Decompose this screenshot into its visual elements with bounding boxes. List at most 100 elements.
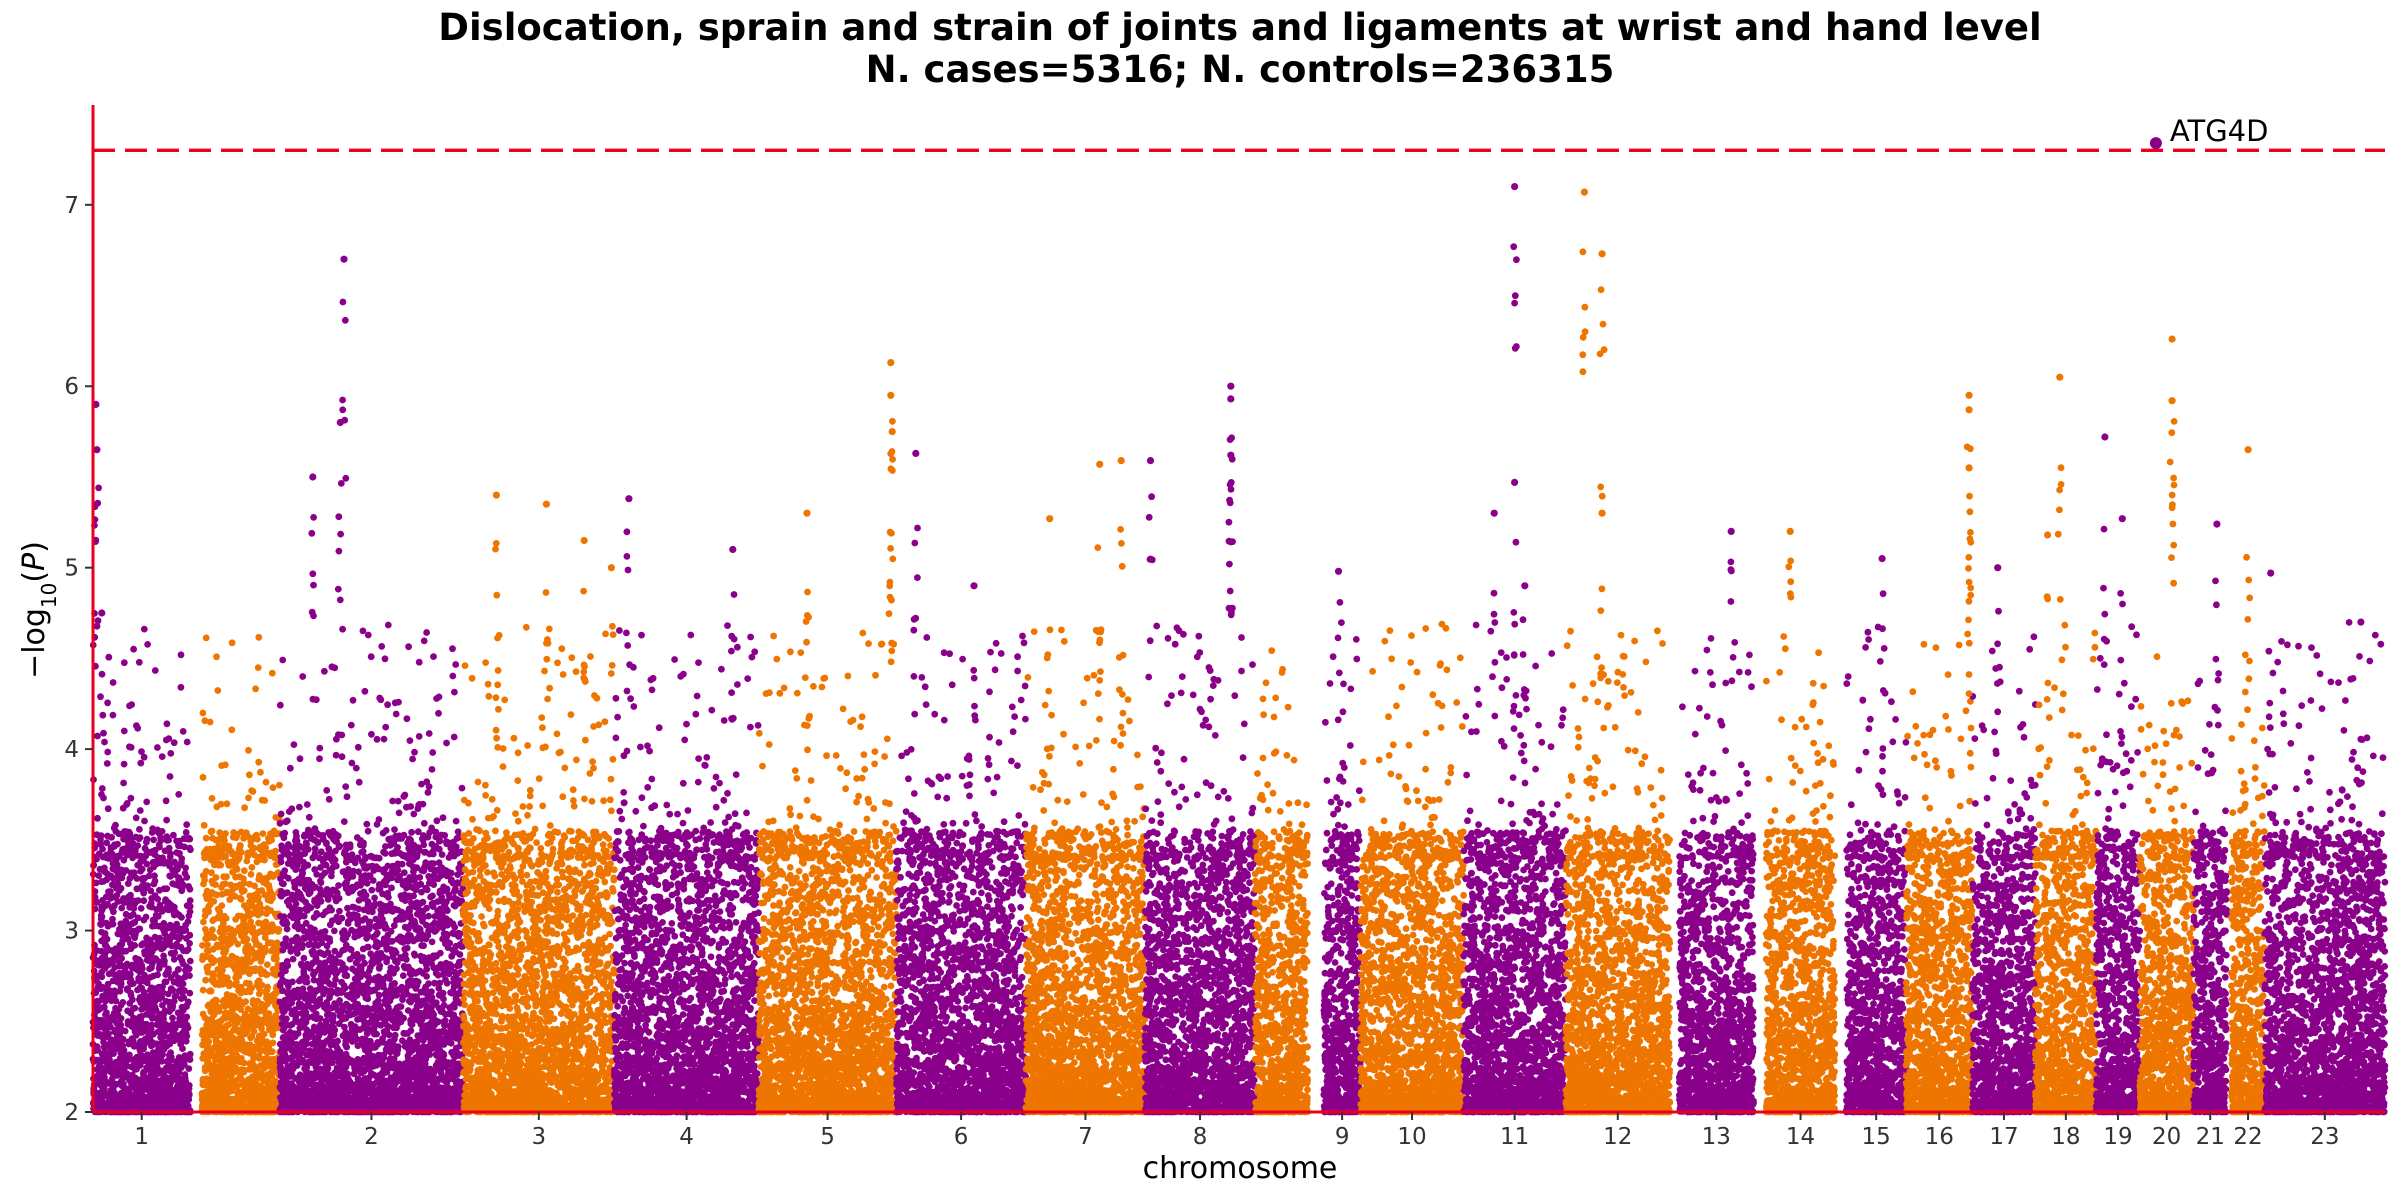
data-point	[220, 834, 228, 842]
data-point	[325, 845, 333, 853]
data-point	[340, 818, 348, 825]
data-point	[1076, 760, 1084, 767]
data-point	[2048, 852, 2056, 859]
data-point	[1031, 824, 1038, 832]
data-point	[276, 701, 284, 709]
x-tick-label: 17	[1989, 1124, 2018, 1150]
data-point	[1175, 803, 1183, 811]
data-point	[1744, 669, 1752, 676]
peak-support-point	[1786, 590, 1794, 598]
data-point	[940, 821, 948, 828]
data-point	[2293, 785, 2300, 793]
data-point	[245, 746, 252, 754]
data-point	[237, 848, 245, 856]
data-point	[1703, 713, 1711, 720]
peak-support-point	[971, 712, 979, 719]
chromosome-points-1	[89, 625, 194, 1116]
data-point	[1429, 691, 1437, 699]
peak-support-point	[1511, 299, 1518, 307]
data-point	[338, 731, 346, 739]
data-point	[632, 807, 640, 815]
peak-point	[970, 582, 978, 590]
data-point	[1017, 696, 1025, 704]
data-point	[701, 853, 708, 861]
data-point	[1442, 624, 1450, 632]
data-point	[940, 649, 948, 657]
data-point	[978, 852, 986, 860]
data-point	[1710, 818, 1717, 825]
data-point	[419, 800, 427, 808]
data-point	[495, 705, 502, 713]
peak-support-point	[95, 484, 102, 492]
data-point	[214, 687, 222, 694]
data-point	[1447, 831, 1454, 839]
data-point	[1377, 853, 1385, 861]
peak-support-point	[1096, 639, 1103, 647]
data-point	[480, 848, 488, 856]
data-point	[1717, 833, 1725, 841]
peak-support-point	[339, 406, 347, 414]
data-point	[2188, 759, 2196, 767]
data-point	[2020, 733, 2028, 741]
data-point	[429, 749, 437, 756]
x-tick-label: 15	[1862, 1124, 1891, 1150]
data-point	[425, 783, 433, 790]
data-point	[2162, 740, 2170, 748]
peak-support-point	[971, 702, 978, 710]
data-point	[2335, 800, 2342, 808]
peak-support-point	[1965, 690, 1973, 697]
data-point	[2123, 767, 2131, 775]
data-point	[109, 711, 117, 719]
data-point	[208, 827, 216, 835]
y-tick-label: 7	[64, 193, 79, 219]
data-point	[1956, 802, 1964, 810]
data-point	[247, 837, 255, 845]
data-point	[791, 844, 799, 851]
data-point	[138, 748, 145, 755]
data-point	[2327, 678, 2335, 686]
data-point	[1867, 715, 1874, 723]
chromosome-points-17	[1969, 633, 2039, 1116]
data-point	[587, 653, 594, 660]
data-point	[257, 768, 264, 776]
data-point	[1715, 798, 1723, 805]
data-point	[1339, 854, 1347, 862]
peak-support-point	[2245, 576, 2253, 584]
data-point	[2102, 758, 2110, 766]
x-tick-label: 2	[364, 1124, 379, 1150]
peak-support-point	[1966, 445, 1974, 453]
data-point	[1647, 784, 1655, 791]
data-point	[1778, 716, 1785, 724]
data-point	[1601, 789, 1609, 797]
data-point	[514, 817, 522, 825]
data-point	[2171, 817, 2179, 825]
chromosome-points-22	[2228, 651, 2269, 1116]
data-point	[199, 709, 207, 717]
data-point	[1054, 796, 1062, 804]
data-point	[940, 848, 948, 855]
data-point	[1604, 703, 1611, 711]
data-point	[1231, 842, 1239, 850]
data-point	[2348, 816, 2356, 824]
data-point	[1220, 787, 1228, 795]
data-point	[519, 852, 527, 860]
data-point	[1327, 798, 1335, 806]
data-point	[2238, 721, 2245, 728]
data-point	[924, 777, 932, 785]
data-point	[395, 809, 403, 817]
data-point	[765, 741, 773, 748]
data-point	[1475, 821, 1482, 828]
data-point	[966, 771, 974, 779]
data-point	[1589, 680, 1597, 687]
data-point	[1347, 685, 1355, 693]
data-point	[2280, 720, 2288, 728]
data-point	[2015, 687, 2023, 695]
data-point	[439, 814, 447, 822]
data-point	[438, 851, 446, 858]
data-point	[1117, 854, 1125, 862]
data-point	[2214, 676, 2222, 684]
data-point	[836, 821, 843, 829]
data-point	[2349, 803, 2356, 811]
x-tick-label: 23	[2310, 1124, 2339, 1150]
peak-support-point	[1044, 651, 1052, 659]
